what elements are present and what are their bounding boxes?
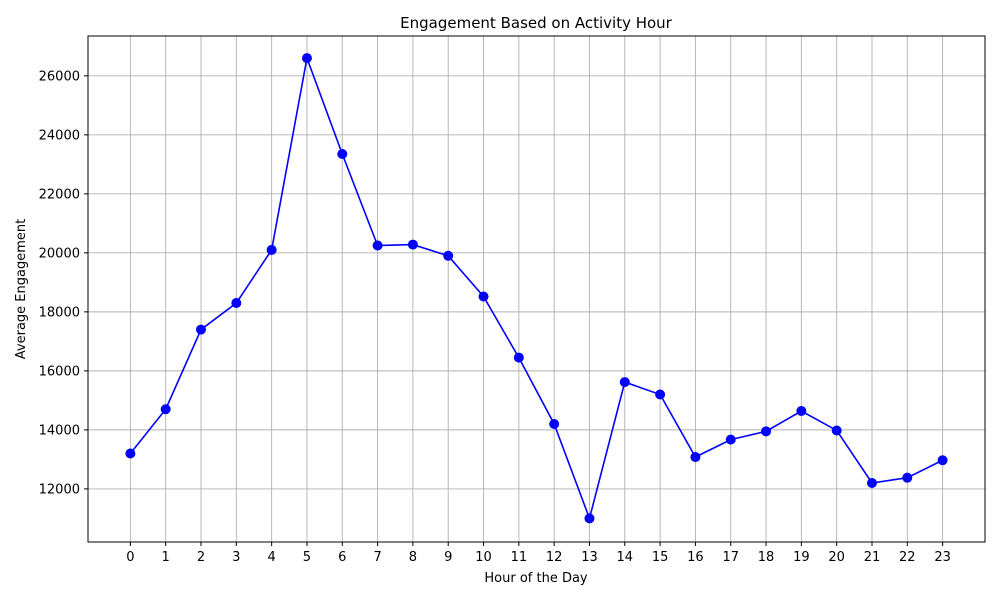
y-axis-label: Average Engagement [14, 219, 29, 359]
data-point [725, 434, 736, 445]
x-tick-label: 17 [722, 550, 739, 565]
x-tick-label: 18 [758, 550, 775, 565]
data-point [125, 448, 136, 459]
data-point [549, 418, 560, 429]
data-point [902, 472, 913, 483]
data-point [266, 244, 277, 255]
x-tick-label: 3 [232, 550, 240, 565]
data-point [584, 513, 595, 524]
plot-frame [87, 35, 986, 543]
y-tick-label: 16000 [39, 364, 80, 379]
data-point [796, 406, 807, 417]
data-point [619, 377, 630, 388]
x-tick-label: 4 [267, 550, 275, 565]
x-tick-label: 16 [687, 550, 704, 565]
x-tick-label: 11 [511, 550, 528, 565]
x-tick-label: 0 [126, 550, 134, 565]
y-tick-label: 26000 [39, 69, 80, 84]
x-tick-label: 20 [828, 550, 845, 565]
series-layer [125, 53, 948, 524]
x-tick-label: 23 [934, 550, 951, 565]
axes-layer: 0 1 2 3 4 5 6 7 8 9 10 11 12 13 14 15 16 17 18 19 20 21 22 2312… [39, 35, 986, 565]
x-axis-label: Hour of the Day [484, 571, 588, 586]
x-tick-label: 7 [373, 550, 381, 565]
data-point [866, 477, 877, 488]
data-point [372, 240, 383, 251]
data-point [761, 426, 772, 437]
x-tick-label: 13 [581, 550, 598, 565]
data-point [231, 298, 242, 309]
data-point [160, 404, 171, 415]
data-point [937, 455, 948, 466]
y-tick-label: 22000 [39, 187, 80, 202]
x-tick-label: 6 [338, 550, 346, 565]
y-tick-label: 18000 [39, 305, 80, 320]
x-tick-label: 15 [652, 550, 669, 565]
y-tick-label: 20000 [39, 246, 80, 261]
x-tick-label: 10 [475, 550, 492, 565]
x-tick-label: 8 [409, 550, 417, 565]
x-tick-label: 12 [546, 550, 563, 565]
grid-layer [88, 36, 985, 542]
y-tick-label: 12000 [39, 482, 80, 497]
data-point [655, 389, 666, 400]
x-tick-label: 2 [197, 550, 205, 565]
x-tick-label: 22 [899, 550, 916, 565]
data-point [196, 324, 207, 335]
data-point [301, 53, 312, 64]
x-tick-label: 14 [617, 550, 634, 565]
x-tick-label: 1 [162, 550, 170, 565]
x-tick-label: 21 [864, 550, 881, 565]
data-point [337, 149, 348, 160]
data-point [478, 291, 489, 302]
series-line [129, 55, 943, 522]
chart-title: Engagement Based on Activity Hour [400, 14, 673, 32]
x-tick-label: 19 [793, 550, 810, 565]
data-point [443, 250, 454, 261]
data-point [407, 239, 418, 250]
data-point [513, 352, 524, 363]
data-point [831, 425, 842, 436]
x-tick-label: 9 [444, 550, 452, 565]
data-point [690, 452, 701, 463]
y-tick-label: 14000 [39, 423, 80, 438]
y-tick-label: 24000 [39, 128, 80, 143]
x-tick-label: 5 [303, 550, 311, 565]
